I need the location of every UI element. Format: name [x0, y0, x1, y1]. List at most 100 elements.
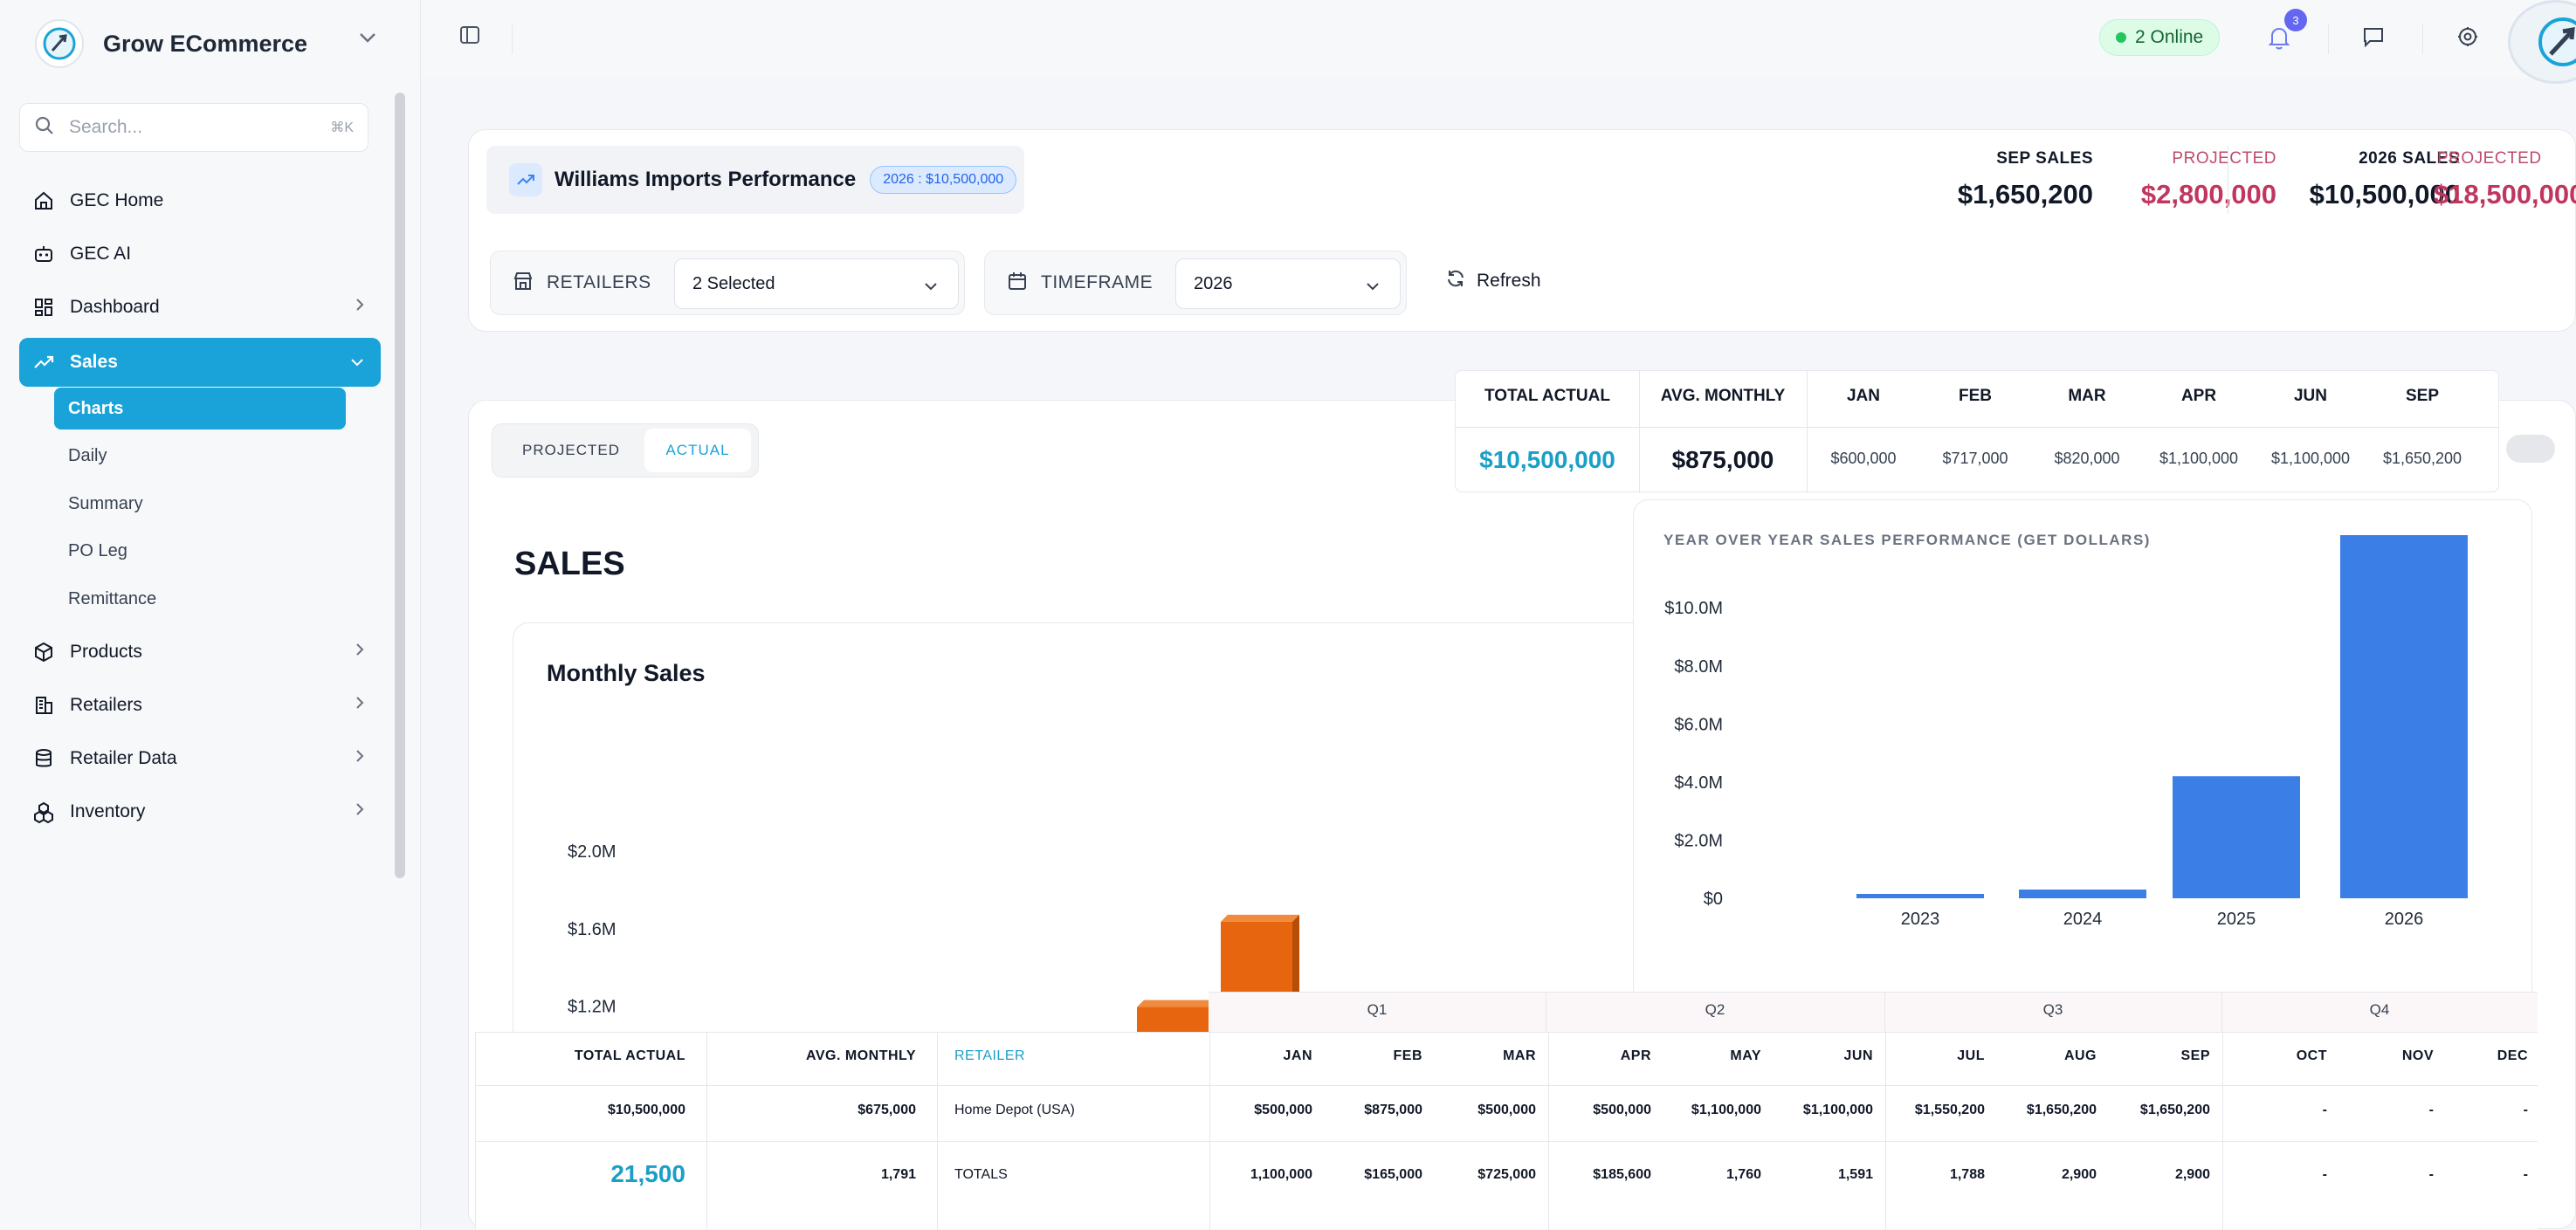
sidebar-subitem-daily[interactable]: Daily [68, 445, 107, 465]
summary-month-value: $820,000 [2054, 450, 2120, 467]
summary-month-label: FEB [1959, 387, 1992, 405]
sidebar-item-sales[interactable]: Sales [19, 338, 381, 387]
home-icon [30, 187, 58, 215]
quarter-label: Q1 [1367, 1001, 1388, 1018]
y-tick-label: $1.6M [568, 920, 616, 939]
stat-sep-projected: PROJECTED $2,800,000 [2067, 149, 2276, 210]
projected-tab[interactable]: PROJECTED [522, 442, 620, 458]
sidebar-item-retailers[interactable]: Retailers [19, 681, 381, 730]
sidebar-toggle-icon[interactable] [458, 23, 482, 52]
actual-tab[interactable]: ACTUAL [644, 429, 751, 472]
table-cell: $1,650,200 [2139, 1103, 2210, 1117]
stat-sep-sales: SEP SALES $1,650,200 [1918, 149, 2093, 210]
table-cell: 1,788 [1949, 1167, 1985, 1182]
refresh-button[interactable]: Refresh [1445, 268, 1541, 294]
sidebar-item-label: Inventory [70, 801, 146, 821]
divider [1548, 1033, 1549, 1230]
yoy-bar[interactable] [2019, 890, 2146, 898]
x-tick-label: 2023 [1901, 910, 1940, 929]
yoy-bar[interactable] [2173, 776, 2300, 898]
summary-month-label: APR [2180, 387, 2217, 405]
sidebar-subitem-remittance[interactable]: Remittance [68, 588, 157, 608]
toggle-switch[interactable] [2506, 435, 2555, 463]
divider [476, 1141, 2538, 1142]
yoy-bar[interactable] [2340, 535, 2468, 898]
divider [1807, 371, 1808, 493]
timeframe-select[interactable]: 2026 [1175, 258, 1401, 309]
summary-avg-label: AVG. MONTHLY [1660, 387, 1786, 405]
stat-value: $1,650,200 [1957, 179, 2093, 210]
box-icon [30, 638, 58, 666]
yoy-bar[interactable] [1856, 894, 1984, 898]
brand[interactable]: Grow ECommerce [35, 17, 307, 70]
retailers-value: 2 Selected [692, 273, 775, 293]
y-tick-label: $1.2M [568, 998, 616, 1017]
table-header-cell: JUL [1957, 1048, 1985, 1063]
monthly-summary-strip: TOTAL ACTUAL $10,500,000 AVG. MONTHLY $8… [1455, 370, 2499, 493]
sidebar-item-retailer-data[interactable]: Retailer Data [19, 734, 381, 783]
divider [1885, 1033, 1886, 1230]
sidebar-item-label: Sales [70, 352, 118, 372]
sidebar-item-gec-ai[interactable]: GEC AI [19, 230, 381, 278]
table-cell: 1,591 [1837, 1167, 1873, 1182]
sidebar-item-dashboard[interactable]: Dashboard [19, 283, 381, 332]
stat-label: PROJECTED [2172, 149, 2276, 168]
trending-up-icon [30, 348, 58, 376]
chevron-right-icon [355, 748, 365, 769]
stat-value: $18,500,000 [2434, 179, 2576, 210]
search-input[interactable]: Search... ⌘K [19, 103, 368, 152]
y-tick-label: $0 [1704, 890, 1723, 909]
table-cell: TOTALS [954, 1167, 1008, 1182]
quarter-label: Q2 [1705, 1001, 1725, 1018]
table-header-cell: OCT [2296, 1048, 2327, 1063]
table-cell: $1,100,000 [1691, 1103, 1761, 1117]
online-dot-icon [2116, 32, 2126, 43]
bell-icon[interactable] [2267, 24, 2291, 55]
sidebar-item-products[interactable]: Products [19, 628, 381, 677]
sidebar-scrollbar[interactable] [395, 93, 405, 878]
table-header-cell: FEB [1393, 1048, 1422, 1063]
notification-count-badge: 3 [2284, 9, 2307, 31]
monthly-sales-title: Monthly Sales [547, 660, 706, 686]
sidebar-subitem-charts[interactable]: Charts [54, 388, 346, 429]
summary-month-value: $1,100,000 [2159, 450, 2239, 467]
online-status-badge[interactable]: 2 Online [2099, 19, 2221, 56]
sales-table: TOTAL ACTUAL AVG. MONTHLY RETAILER JAN FEB MA… [475, 1032, 2538, 1230]
chevron-right-icon [355, 297, 365, 318]
stat-label: SEP SALES [1996, 149, 2093, 168]
user-avatar[interactable] [2508, 0, 2576, 84]
sidebar-item-gec-home[interactable]: GEC Home [19, 176, 381, 225]
sidebar-subitem-summary[interactable]: Summary [68, 493, 143, 513]
divider [1209, 1033, 1210, 1230]
table-cell: $1,100,000 [1802, 1103, 1873, 1117]
bot-icon [30, 240, 58, 268]
quarter-label: Q4 [2369, 1001, 2390, 1018]
stat-year-projected: PROJECTED $18,500,000 [2416, 149, 2576, 210]
table-cell: 2,900 [2174, 1167, 2210, 1182]
chevron-right-icon [355, 695, 365, 716]
divider [1456, 427, 2498, 428]
sidebar-item-label: Retailer Data [70, 748, 177, 768]
table-header-cell: MAR [1503, 1048, 1536, 1063]
table-header-cell: AVG. MONTHLY [805, 1048, 916, 1063]
table-header-cell: MAY [1730, 1048, 1761, 1063]
settings-icon[interactable] [2455, 24, 2480, 53]
summary-month-value: $717,000 [1942, 450, 2008, 467]
table-cell: $725,000 [1477, 1167, 1536, 1182]
store-icon [512, 270, 534, 297]
yoy-title: YEAR OVER YEAR SALES PERFORMANCE (GET DO… [1663, 532, 2151, 548]
summary-month-label: JAN [1846, 387, 1880, 405]
retailers-select[interactable]: 2 Selected [674, 258, 959, 309]
chevron-right-icon [355, 642, 365, 663]
sidebar-item-inventory[interactable]: Inventory [19, 787, 381, 836]
message-icon[interactable] [2361, 24, 2386, 53]
table-cell: 21,500 [610, 1160, 685, 1187]
y-tick-label: $4.0M [1674, 773, 1723, 793]
table-cell: $500,000 [1593, 1103, 1651, 1117]
table-cell: - [2322, 1167, 2327, 1182]
sidebar-item-label: Dashboard [70, 297, 160, 317]
boxes-icon [30, 798, 58, 826]
chevron-down-icon[interactable] [358, 31, 377, 48]
sidebar-subitem-po-leg[interactable]: PO Leg [68, 540, 127, 560]
refresh-label: Refresh [1477, 271, 1541, 291]
